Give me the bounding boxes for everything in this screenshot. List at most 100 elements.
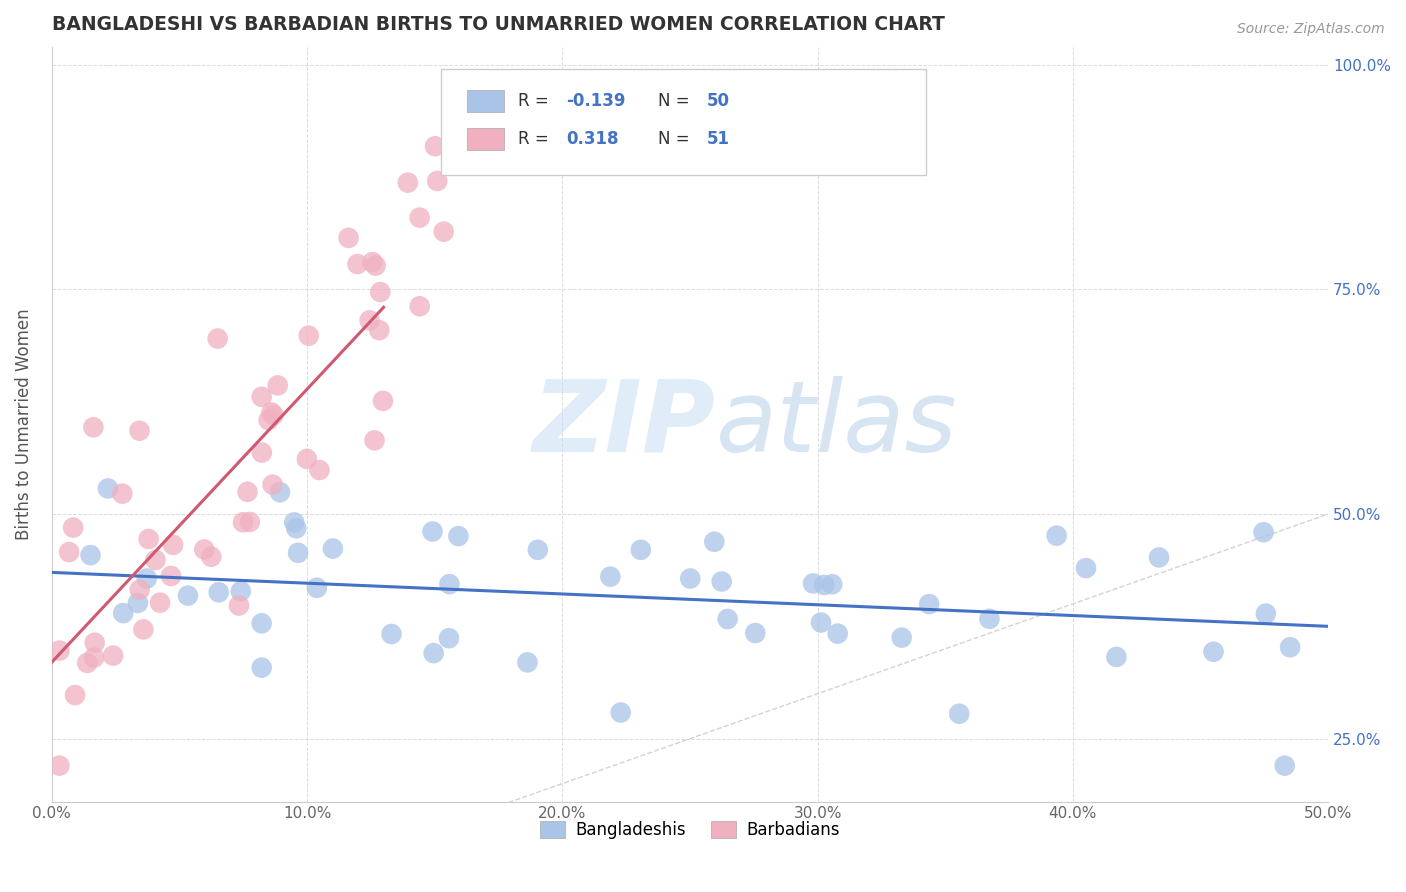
- Point: [630, 542, 652, 557]
- Point: [232, 516, 254, 530]
- Point: [516, 656, 538, 670]
- Point: [97, 482, 120, 496]
- Point: [135, 572, 157, 586]
- Point: [193, 542, 215, 557]
- Point: [127, 596, 149, 610]
- Point: [1274, 758, 1296, 772]
- Point: [337, 231, 360, 245]
- Point: [260, 405, 283, 419]
- Point: [346, 257, 368, 271]
- Text: 50: 50: [707, 92, 730, 110]
- Point: [422, 524, 444, 539]
- Point: [112, 606, 135, 620]
- Point: [1074, 561, 1097, 575]
- Point: [408, 211, 430, 225]
- Point: [526, 542, 548, 557]
- Text: Source: ZipAtlas.com: Source: ZipAtlas.com: [1237, 22, 1385, 37]
- Point: [162, 538, 184, 552]
- Text: 0.318: 0.318: [567, 129, 619, 148]
- Point: [368, 323, 391, 337]
- Point: [813, 578, 835, 592]
- Point: [101, 648, 124, 663]
- Point: [76, 656, 98, 670]
- Text: -0.139: -0.139: [567, 92, 626, 110]
- Point: [287, 546, 309, 560]
- Point: [111, 486, 134, 500]
- Point: [250, 660, 273, 674]
- Point: [250, 445, 273, 459]
- Point: [439, 577, 461, 591]
- Point: [177, 589, 200, 603]
- Point: [801, 576, 824, 591]
- Point: [396, 176, 419, 190]
- Point: [979, 612, 1001, 626]
- Point: [433, 225, 456, 239]
- Point: [257, 413, 280, 427]
- Point: [1105, 649, 1128, 664]
- FancyBboxPatch shape: [441, 70, 927, 175]
- Point: [239, 515, 262, 529]
- Text: R =: R =: [517, 92, 554, 110]
- Point: [821, 577, 844, 591]
- Point: [1202, 645, 1225, 659]
- Point: [1147, 550, 1170, 565]
- Point: [62, 521, 84, 535]
- Point: [48, 758, 70, 772]
- Point: [363, 434, 385, 448]
- Point: [380, 627, 402, 641]
- Point: [359, 313, 381, 327]
- Point: [236, 484, 259, 499]
- Point: [679, 572, 702, 586]
- Point: [1254, 607, 1277, 621]
- Point: [371, 393, 394, 408]
- Point: [262, 408, 284, 422]
- Point: [447, 529, 470, 543]
- Point: [810, 615, 832, 630]
- Point: [308, 463, 330, 477]
- Point: [437, 631, 460, 645]
- Point: [295, 451, 318, 466]
- Point: [83, 636, 105, 650]
- Text: atlas: atlas: [716, 376, 957, 473]
- Point: [423, 139, 446, 153]
- Point: [1253, 525, 1275, 540]
- Text: N =: N =: [658, 129, 695, 148]
- Point: [422, 646, 444, 660]
- Legend: Bangladeshis, Barbadians: Bangladeshis, Barbadians: [534, 814, 846, 847]
- Point: [744, 626, 766, 640]
- Point: [149, 596, 172, 610]
- Point: [138, 532, 160, 546]
- Y-axis label: Births to Unmarried Women: Births to Unmarried Women: [15, 309, 32, 540]
- Point: [267, 378, 290, 392]
- Point: [48, 643, 70, 657]
- Point: [285, 521, 308, 535]
- Point: [717, 612, 740, 626]
- Point: [128, 582, 150, 597]
- Point: [145, 553, 167, 567]
- Point: [207, 332, 229, 346]
- Point: [250, 390, 273, 404]
- Point: [364, 259, 387, 273]
- Text: 51: 51: [707, 129, 730, 148]
- Point: [160, 569, 183, 583]
- Point: [1279, 640, 1302, 655]
- Point: [250, 616, 273, 631]
- Point: [710, 574, 733, 589]
- Text: N =: N =: [658, 92, 695, 110]
- Point: [228, 599, 250, 613]
- Point: [208, 585, 231, 599]
- Point: [368, 285, 391, 299]
- Point: [599, 569, 621, 583]
- Text: ZIP: ZIP: [533, 376, 716, 473]
- Point: [262, 477, 284, 491]
- Point: [918, 597, 941, 611]
- Point: [132, 623, 155, 637]
- Point: [298, 328, 321, 343]
- Point: [269, 485, 291, 500]
- Text: R =: R =: [517, 129, 554, 148]
- Point: [79, 548, 101, 562]
- Point: [58, 545, 80, 559]
- Point: [305, 581, 328, 595]
- Point: [83, 650, 105, 665]
- Point: [948, 706, 970, 721]
